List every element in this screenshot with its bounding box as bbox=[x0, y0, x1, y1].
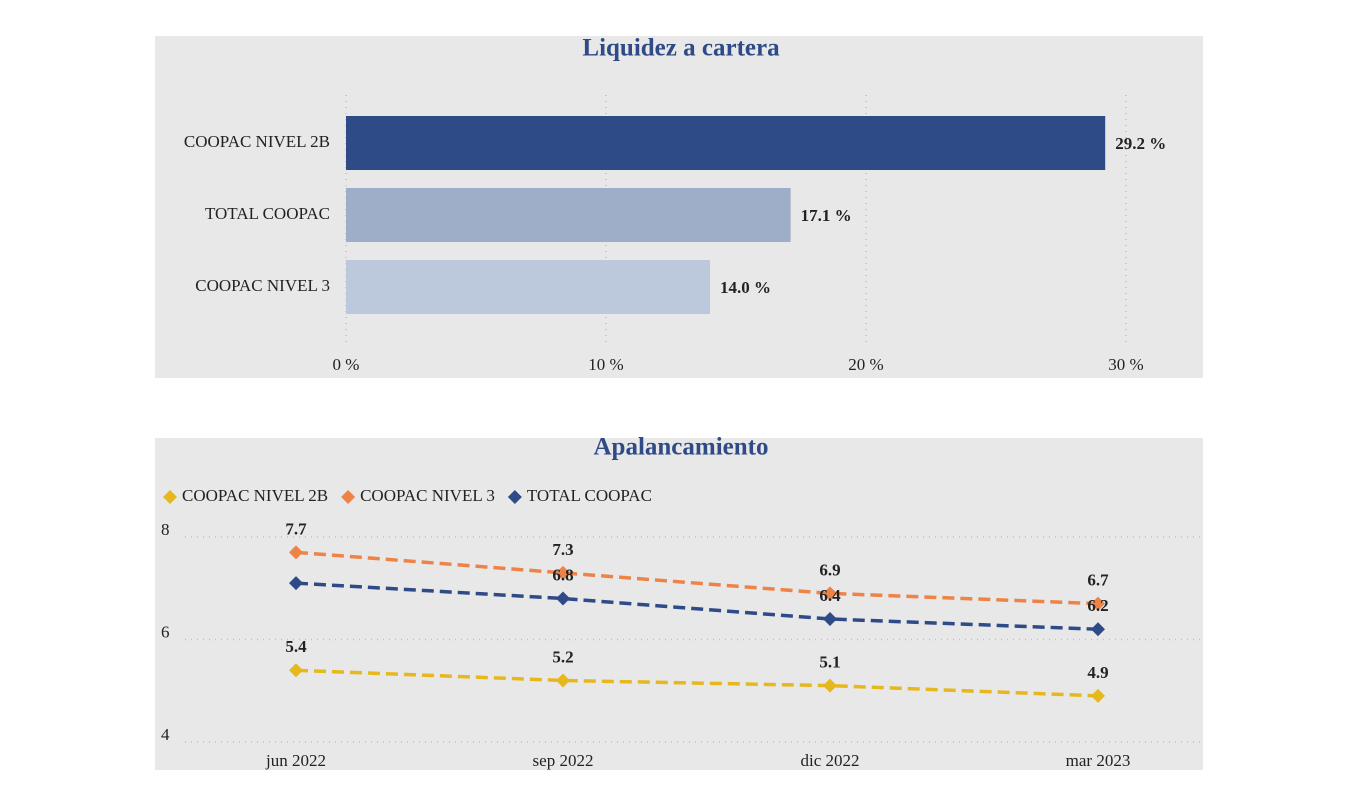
x-tick-label: jun 2022 bbox=[265, 751, 326, 770]
bar bbox=[346, 260, 710, 314]
point bbox=[823, 586, 837, 601]
data-label: 17.1 % bbox=[801, 206, 852, 225]
data-label: 5.2 bbox=[552, 647, 573, 666]
x-tick-label: dic 2022 bbox=[800, 751, 859, 770]
series-line bbox=[295, 668, 1099, 698]
x-tick-label: sep 2022 bbox=[533, 751, 594, 770]
data-label: 4.9 bbox=[1087, 663, 1108, 682]
legend-marker bbox=[507, 490, 522, 504]
y-tick-label: TOTAL COOPAC bbox=[205, 204, 330, 223]
legend-marker bbox=[163, 490, 177, 504]
point bbox=[289, 663, 303, 678]
x-tick-label: 0 % bbox=[333, 355, 360, 374]
data-label: 6.9 bbox=[819, 560, 840, 579]
x-tick-label: 20 % bbox=[848, 355, 883, 374]
x-tick-label: 10 % bbox=[588, 355, 623, 374]
data-label: 29.2 % bbox=[1115, 134, 1166, 153]
point bbox=[556, 673, 570, 688]
x-tick-label: 30 % bbox=[1108, 355, 1143, 374]
legend-label: COOPAC NIVEL 2B bbox=[182, 486, 328, 505]
legend-label: TOTAL COOPAC bbox=[527, 486, 652, 505]
point bbox=[823, 612, 837, 626]
data-label: 6.2 bbox=[1087, 596, 1108, 615]
series-line bbox=[295, 550, 1099, 606]
data-label: 5.4 bbox=[285, 637, 307, 656]
bar bbox=[346, 116, 1106, 170]
y-tick-label: COOPAC NIVEL 2B bbox=[184, 132, 330, 151]
point bbox=[556, 565, 570, 580]
point bbox=[289, 576, 303, 591]
y-tick-label: 4 bbox=[161, 725, 170, 744]
data-label: 6.7 bbox=[1087, 571, 1109, 590]
point bbox=[1091, 596, 1105, 611]
data-label: 14.0 % bbox=[720, 278, 771, 297]
chart-title: Apalancamiento bbox=[594, 434, 769, 461]
chart-title: Liquidez a cartera bbox=[582, 35, 780, 62]
bar bbox=[346, 188, 791, 242]
point bbox=[1091, 622, 1105, 637]
data-label: 7.3 bbox=[552, 540, 573, 559]
point bbox=[556, 591, 570, 606]
legend-label: COOPAC NIVEL 3 bbox=[360, 486, 495, 505]
data-label: 5.1 bbox=[819, 653, 840, 672]
data-label: 6.8 bbox=[552, 565, 573, 584]
data-label: 7.7 bbox=[285, 519, 307, 538]
y-tick-label: COOPAC NIVEL 3 bbox=[195, 276, 330, 295]
point bbox=[1091, 688, 1105, 703]
panel bbox=[155, 438, 1203, 770]
x-tick-label: mar 2023 bbox=[1066, 751, 1131, 770]
legend-marker bbox=[341, 490, 356, 504]
y-tick-label: 6 bbox=[161, 622, 170, 641]
point bbox=[289, 545, 303, 560]
y-tick-label: 8 bbox=[161, 520, 170, 539]
point bbox=[823, 678, 837, 693]
series-line bbox=[295, 581, 1099, 631]
data-label: 6.4 bbox=[819, 586, 841, 605]
